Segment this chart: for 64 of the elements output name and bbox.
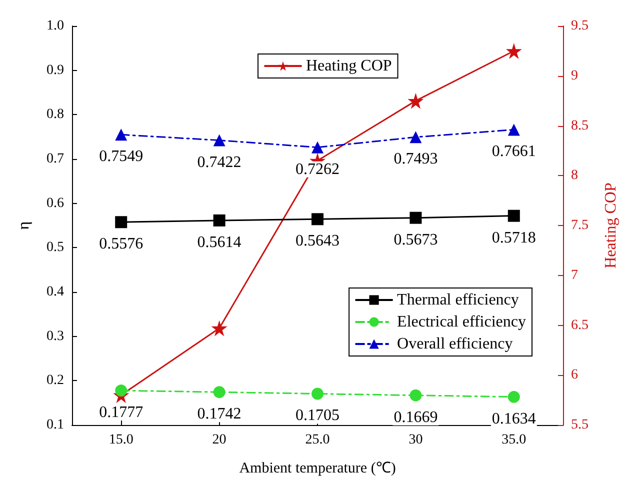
y2-tick-label: 8.5 — [571, 118, 588, 134]
y-tick-label: 0.6 — [46, 196, 64, 211]
y-tick-label: 0.9 — [46, 62, 64, 78]
data-label: 0.1634 — [492, 410, 536, 428]
x-tick-label: 35.0 — [502, 432, 526, 448]
legend-label: Electrical efficiency — [397, 314, 526, 330]
data-label: 0.7549 — [99, 148, 144, 166]
x-tick-label: 20 — [212, 432, 226, 448]
data-label: 0.5673 — [394, 231, 438, 248]
y-tick-label: 0.5 — [46, 240, 64, 256]
y2-tick-label: 6 — [571, 368, 578, 383]
point — [213, 386, 226, 398]
point — [213, 134, 226, 146]
x-tick-label: 25.0 — [305, 432, 330, 448]
data-label: 0.7422 — [197, 154, 242, 171]
y2-tick-label: 7 — [571, 268, 578, 283]
y-tick-label: 1.0 — [46, 18, 64, 34]
data-label: 0.5576 — [99, 236, 144, 253]
y2-tick-label: 6.5 — [571, 318, 588, 333]
point — [312, 388, 324, 400]
point — [410, 389, 422, 402]
y-tick-label: 0.3 — [46, 328, 64, 344]
legend-label: Overall efficiency — [397, 336, 513, 352]
point — [312, 141, 324, 154]
y2-tick-label: 5.5 — [571, 418, 588, 432]
data-label: 0.5718 — [492, 229, 536, 246]
data-label: 0.5614 — [197, 234, 242, 251]
data-label: 0.1777 — [99, 404, 144, 422]
y-tick-label: 0.1 — [46, 418, 64, 432]
y2-tick-label: 9 — [571, 68, 578, 84]
y2-tick-label: 8 — [571, 168, 578, 184]
point — [508, 124, 520, 136]
y-tick-label: 0.4 — [46, 284, 64, 300]
x-tick-label: 30 — [408, 432, 423, 448]
point — [312, 213, 324, 226]
data-label: 0.1669 — [394, 408, 438, 426]
y2-tick-label: 7.5 — [571, 218, 588, 233]
data-label: 0.5643 — [296, 232, 340, 250]
y-tick-label: 0.2 — [46, 373, 64, 388]
legend-label: Thermal efficiency — [397, 292, 519, 308]
point — [410, 131, 422, 144]
data-label: 0.7661 — [492, 143, 536, 160]
point — [213, 214, 226, 226]
point — [508, 390, 520, 403]
y-tick-label: 0.7 — [46, 152, 64, 166]
point — [211, 320, 228, 336]
point — [508, 210, 520, 222]
point — [115, 216, 128, 228]
y2-tick-label: 9.5 — [571, 18, 588, 34]
y-tick-label: 0.8 — [46, 107, 64, 122]
data-label: 0.7493 — [394, 150, 438, 168]
y-axis-title: η — [16, 221, 32, 230]
x-tick-label: 15.0 — [108, 432, 134, 448]
point — [408, 92, 424, 109]
point — [115, 128, 128, 141]
point — [506, 42, 522, 59]
data-label: 0.7262 — [296, 160, 340, 178]
point — [115, 384, 128, 397]
x-axis-title: Ambient temperature (℃) — [239, 460, 396, 476]
point — [410, 212, 422, 224]
legend-label: Heating COP — [306, 58, 392, 74]
data-label: 0.1742 — [197, 406, 242, 423]
data-label: 0.1705 — [296, 407, 340, 424]
y2-axis-title: Heating COP — [602, 182, 620, 268]
